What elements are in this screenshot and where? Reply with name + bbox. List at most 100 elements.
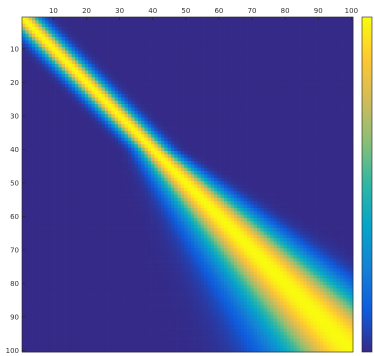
heatmap-cell bbox=[78, 114, 82, 118]
heatmap-cell bbox=[137, 107, 142, 112]
heatmap-cell bbox=[167, 137, 172, 142]
heatmap-cell bbox=[127, 127, 132, 132]
heatmap-cell bbox=[233, 84, 238, 88]
heatmap-cell bbox=[117, 33, 122, 38]
heatmap-cell bbox=[273, 53, 278, 58]
heatmap-cell bbox=[25, 154, 29, 159]
heatmap-cell bbox=[114, 120, 119, 125]
heatmap-cell bbox=[25, 167, 29, 172]
heatmap-cell bbox=[343, 57, 347, 61]
heatmap-cell bbox=[104, 110, 109, 115]
heatmap-cell bbox=[313, 53, 317, 58]
heatmap-cell bbox=[144, 53, 149, 58]
heatmap-cell bbox=[197, 17, 202, 21]
heatmap-cell bbox=[164, 104, 168, 108]
heatmap-cell bbox=[180, 114, 185, 118]
heatmap-cell bbox=[164, 80, 168, 85]
heatmap-cell bbox=[243, 151, 248, 155]
heatmap-cell bbox=[343, 84, 347, 88]
heatmap-cell bbox=[303, 40, 308, 45]
heatmap-cell bbox=[194, 167, 198, 172]
heatmap-cell bbox=[273, 171, 278, 175]
heatmap-cell bbox=[141, 37, 145, 41]
heatmap-cell bbox=[263, 154, 268, 159]
heatmap-cell bbox=[270, 100, 274, 105]
heatmap-cell bbox=[343, 120, 347, 125]
heatmap-cell bbox=[45, 47, 49, 51]
heatmap-cell bbox=[31, 130, 36, 135]
heatmap-cell bbox=[346, 43, 351, 48]
heatmap-cell bbox=[323, 120, 327, 125]
heatmap-cell bbox=[45, 181, 49, 185]
heatmap-cell bbox=[197, 73, 202, 78]
heatmap-cell bbox=[94, 84, 99, 88]
heatmap-cell bbox=[184, 90, 188, 95]
heatmap-cell bbox=[141, 161, 145, 165]
heatmap-cell bbox=[94, 37, 99, 41]
heatmap-cell bbox=[65, 97, 69, 102]
heatmap-cell bbox=[41, 43, 46, 48]
heatmap-cell bbox=[114, 117, 119, 122]
heatmap-cell bbox=[257, 30, 261, 35]
heatmap-cell bbox=[296, 20, 301, 25]
heatmap-cell bbox=[306, 110, 311, 115]
heatmap-cell bbox=[84, 120, 89, 125]
heatmap-cell bbox=[329, 110, 334, 115]
heatmap-cell bbox=[250, 84, 255, 88]
heatmap-cell bbox=[38, 50, 43, 55]
heatmap-cell bbox=[167, 50, 172, 55]
heatmap-cell bbox=[48, 94, 53, 98]
heatmap-cell bbox=[257, 154, 261, 159]
heatmap-cell bbox=[161, 63, 165, 68]
heatmap-cell bbox=[296, 157, 301, 162]
heatmap-cell bbox=[167, 84, 172, 88]
heatmap-cell bbox=[38, 177, 43, 182]
heatmap-cell bbox=[240, 144, 245, 148]
heatmap-cell bbox=[101, 167, 106, 172]
heatmap-cell bbox=[45, 114, 49, 118]
heatmap-cell bbox=[35, 171, 39, 175]
heatmap-cell bbox=[147, 164, 152, 169]
heatmap-cell bbox=[200, 117, 205, 122]
heatmap-cell bbox=[329, 164, 334, 169]
heatmap-cell bbox=[174, 100, 178, 105]
heatmap-cell bbox=[329, 73, 334, 78]
heatmap-cell bbox=[270, 70, 274, 75]
heatmap-cell bbox=[170, 124, 175, 128]
heatmap-cell bbox=[48, 117, 53, 122]
heatmap-cell bbox=[293, 17, 298, 21]
heatmap-cell bbox=[329, 177, 334, 182]
heatmap-cell bbox=[329, 107, 334, 112]
heatmap-cell bbox=[137, 137, 142, 142]
heatmap-cell bbox=[240, 134, 245, 138]
heatmap-cell bbox=[343, 100, 347, 105]
heatmap-cell bbox=[200, 120, 205, 125]
heatmap-cell bbox=[349, 33, 354, 38]
heatmap-cell bbox=[98, 77, 102, 81]
heatmap-cell bbox=[167, 120, 172, 125]
heatmap-cell bbox=[296, 161, 301, 165]
heatmap-cell bbox=[187, 110, 192, 115]
heatmap-cell bbox=[210, 57, 215, 61]
heatmap-cell bbox=[134, 67, 139, 71]
heatmap-cell bbox=[253, 157, 258, 162]
heatmap-cell bbox=[147, 27, 152, 31]
heatmap-cell bbox=[131, 164, 135, 169]
heatmap-cell bbox=[187, 120, 192, 125]
heatmap-cell bbox=[180, 63, 185, 68]
heatmap-cell bbox=[117, 43, 122, 48]
heatmap-cell bbox=[184, 140, 188, 145]
heatmap-cell bbox=[81, 164, 86, 169]
heatmap-cell bbox=[253, 90, 258, 95]
heatmap-cell bbox=[154, 167, 159, 172]
heatmap-cell bbox=[253, 144, 258, 148]
heatmap-cell bbox=[161, 130, 165, 135]
heatmap-cell bbox=[111, 117, 116, 122]
heatmap-cell bbox=[306, 50, 311, 55]
heatmap-cell bbox=[41, 40, 46, 45]
heatmap-cell bbox=[240, 23, 245, 28]
heatmap-cell bbox=[22, 87, 26, 92]
heatmap-cell bbox=[243, 67, 248, 71]
heatmap-cell bbox=[323, 181, 327, 185]
heatmap-cell bbox=[167, 27, 172, 31]
